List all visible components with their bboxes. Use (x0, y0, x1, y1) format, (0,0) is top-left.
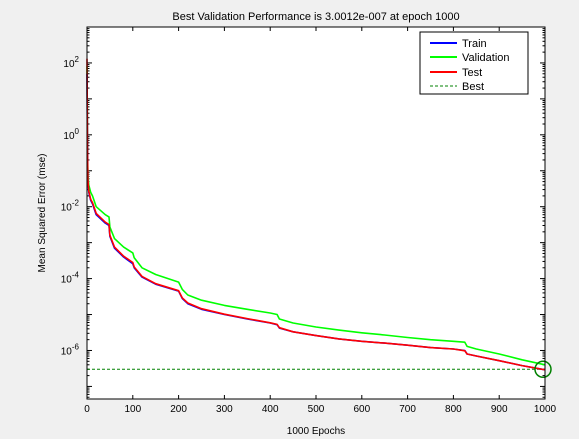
x-tick-label: 400 (262, 404, 279, 415)
series-line-validation (86, 66, 546, 366)
x-axis-ticks: 0 100 200 300 400 500 600 700 800 900 1000 (84, 27, 557, 415)
plot-frame (86, 26, 546, 400)
y-tick-label: 102 (63, 55, 79, 70)
x-tick-label: 1000 (534, 404, 557, 415)
x-tick-label: 600 (353, 404, 370, 415)
x-axis-label: 1000 Epochs (287, 426, 345, 437)
x-tick-label: 100 (124, 404, 141, 415)
best-marker (534, 360, 552, 379)
x-tick-label: 700 (399, 404, 416, 415)
legend: Train Validation Test Best (419, 31, 529, 95)
y-tick-label: 10-6 (61, 342, 80, 357)
y-axis-label: Mean Squared Error (mse) (37, 154, 48, 273)
x-tick-label: 900 (491, 404, 508, 415)
y-tick-label: 10-4 (61, 271, 80, 286)
y-tick-label: 10-2 (61, 199, 80, 214)
x-tick-label: 0 (84, 404, 90, 415)
legend-label-train: Train (462, 38, 487, 50)
x-tick-label: 200 (170, 404, 187, 415)
x-tick-label: 800 (445, 404, 462, 415)
x-tick-label: 500 (308, 404, 325, 415)
y-tick-label: 100 (63, 127, 79, 142)
legend-label-best: Best (462, 81, 484, 93)
series-line-test (86, 58, 546, 371)
legend-label-validation: Validation (462, 52, 510, 64)
chart-title: Best Validation Performance is 3.0012e-0… (172, 11, 459, 23)
x-tick-label: 300 (216, 404, 233, 415)
series-lines (86, 58, 546, 371)
legend-label-test: Test (462, 67, 482, 79)
